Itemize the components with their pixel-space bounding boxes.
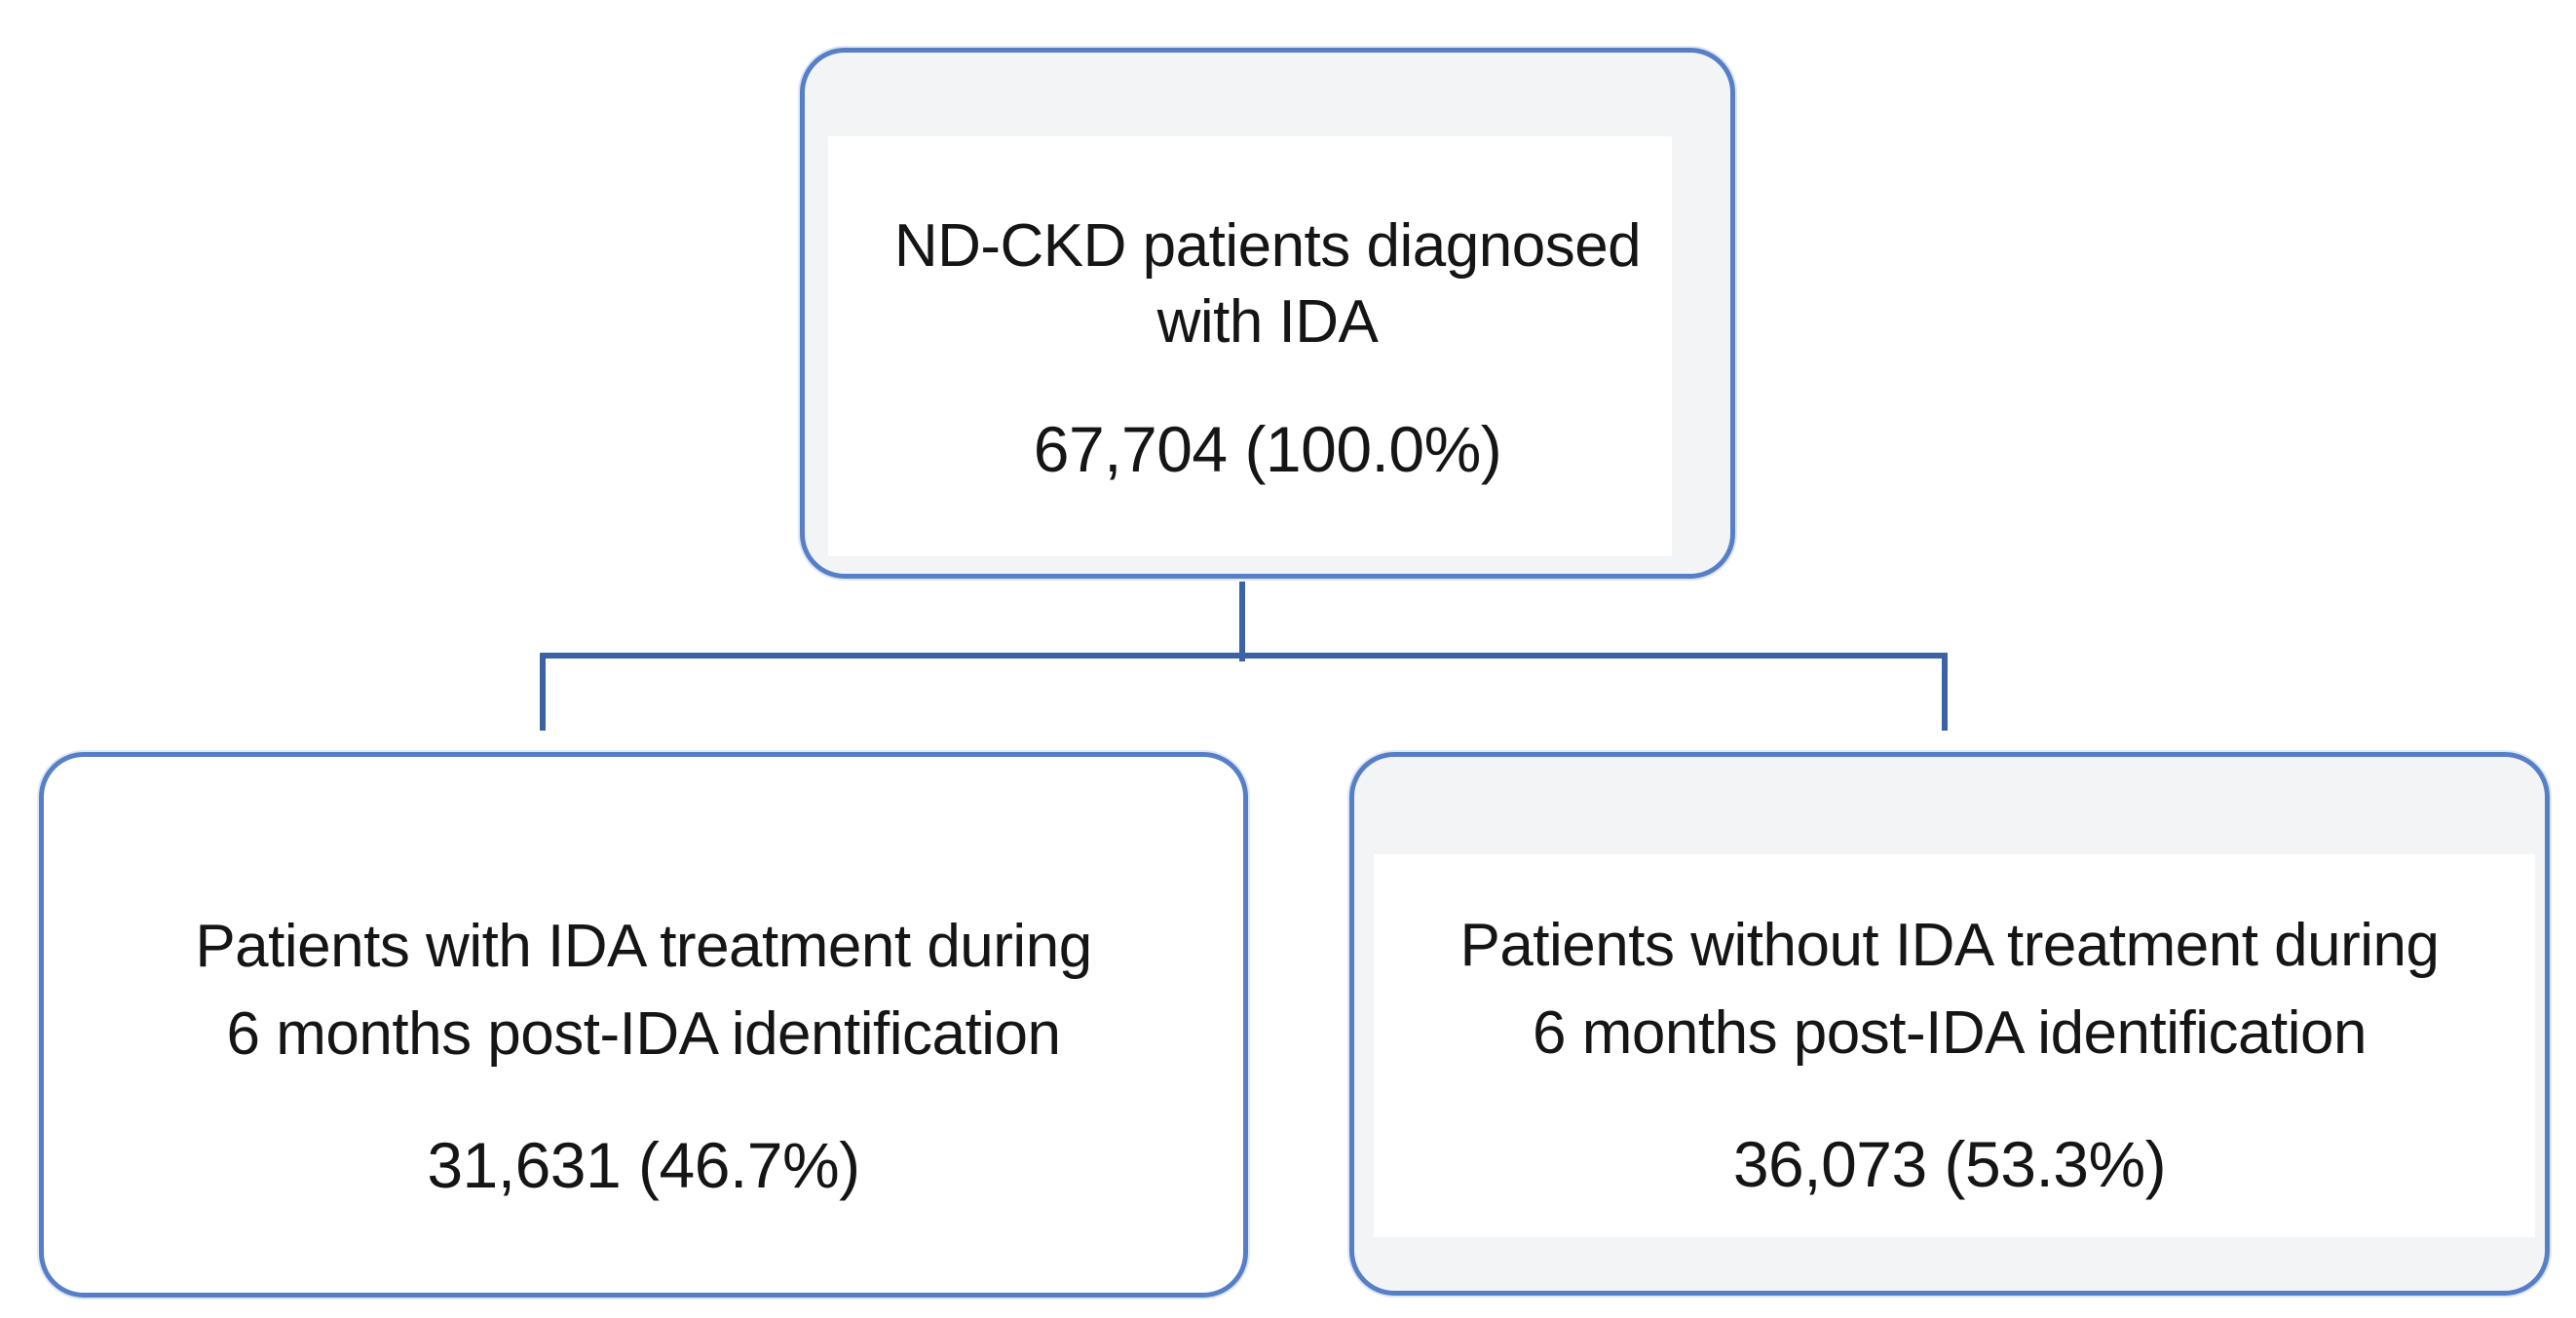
node-total-highlight: [828, 136, 1672, 556]
node-untreated-text: Patients without IDA treatment during 6 …: [1354, 757, 2545, 1291]
connector-right-drop: [1942, 653, 1948, 731]
node-treated-text: Patients with IDA treatment during 6 mon…: [44, 757, 1243, 1293]
connector-stem: [1239, 582, 1245, 661]
connector-horizontal: [540, 653, 1948, 659]
node-title-line: with IDA: [1156, 287, 1379, 356]
node-total-text: ND-CKD patients diagnosed with IDA 67,70…: [805, 53, 1730, 574]
node-value: 36,073 (53.3%): [1732, 1128, 2167, 1200]
node-title-line: ND-CKD patients diagnosed: [893, 211, 1642, 280]
node-untreated-patients: Patients without IDA treatment during 6 …: [1349, 752, 2550, 1296]
node-title-line: 6 months post-IDA identification: [1533, 999, 2367, 1067]
node-title-line: 6 months post-IDA identification: [226, 1000, 1061, 1068]
node-value: 31,631 (46.7%): [427, 1129, 860, 1201]
node-value: 67,704 (100.0%): [1033, 412, 1502, 485]
connector-left-drop: [540, 653, 546, 731]
node-title-line: Patients without IDA treatment during: [1459, 912, 2440, 979]
node-untreated-highlight: [1374, 854, 2535, 1237]
node-total-patients: ND-CKD patients diagnosed with IDA 67,70…: [800, 48, 1735, 579]
node-title-line: Patients with IDA treatment during: [195, 913, 1092, 980]
node-treated-patients: Patients with IDA treatment during 6 mon…: [39, 752, 1248, 1298]
